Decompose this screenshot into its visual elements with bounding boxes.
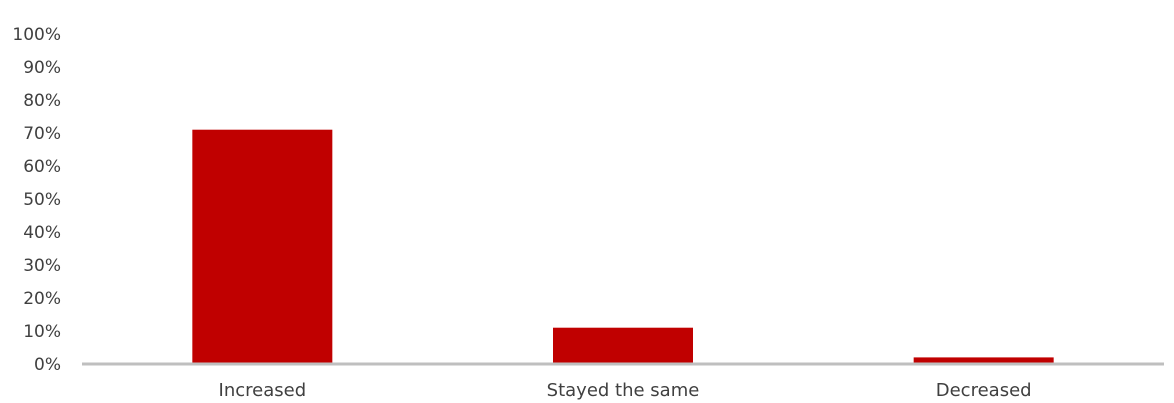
y-tick-label: 50% [23, 190, 61, 210]
y-tick-label: 70% [23, 124, 61, 144]
y-tick-label: 30% [23, 256, 61, 276]
bars [192, 129, 1054, 364]
x-category-label: Increased [219, 380, 307, 401]
y-tick-label: 20% [23, 289, 61, 309]
y-tick-label: 0% [34, 355, 61, 375]
bar-increased [192, 129, 333, 364]
y-tick-label: 10% [23, 322, 61, 342]
x-category-label: Stayed the same [547, 380, 700, 401]
y-tick-label: 100% [12, 25, 61, 45]
bar-decreased [913, 357, 1054, 364]
y-tick-label: 60% [23, 157, 61, 177]
y-tick-label: 40% [23, 223, 61, 243]
y-tick-label: 90% [23, 58, 61, 78]
y-axis-ticks: 0% 10% 20% 30% 40% 50% 60% 70% 80% 90% 100% [12, 25, 61, 375]
bar-stayed-the-same [553, 327, 693, 364]
y-tick-label: 80% [23, 91, 61, 111]
x-axis-categories: Increased Stayed the same Decreased [219, 380, 1032, 401]
x-category-label: Decreased [936, 380, 1032, 401]
